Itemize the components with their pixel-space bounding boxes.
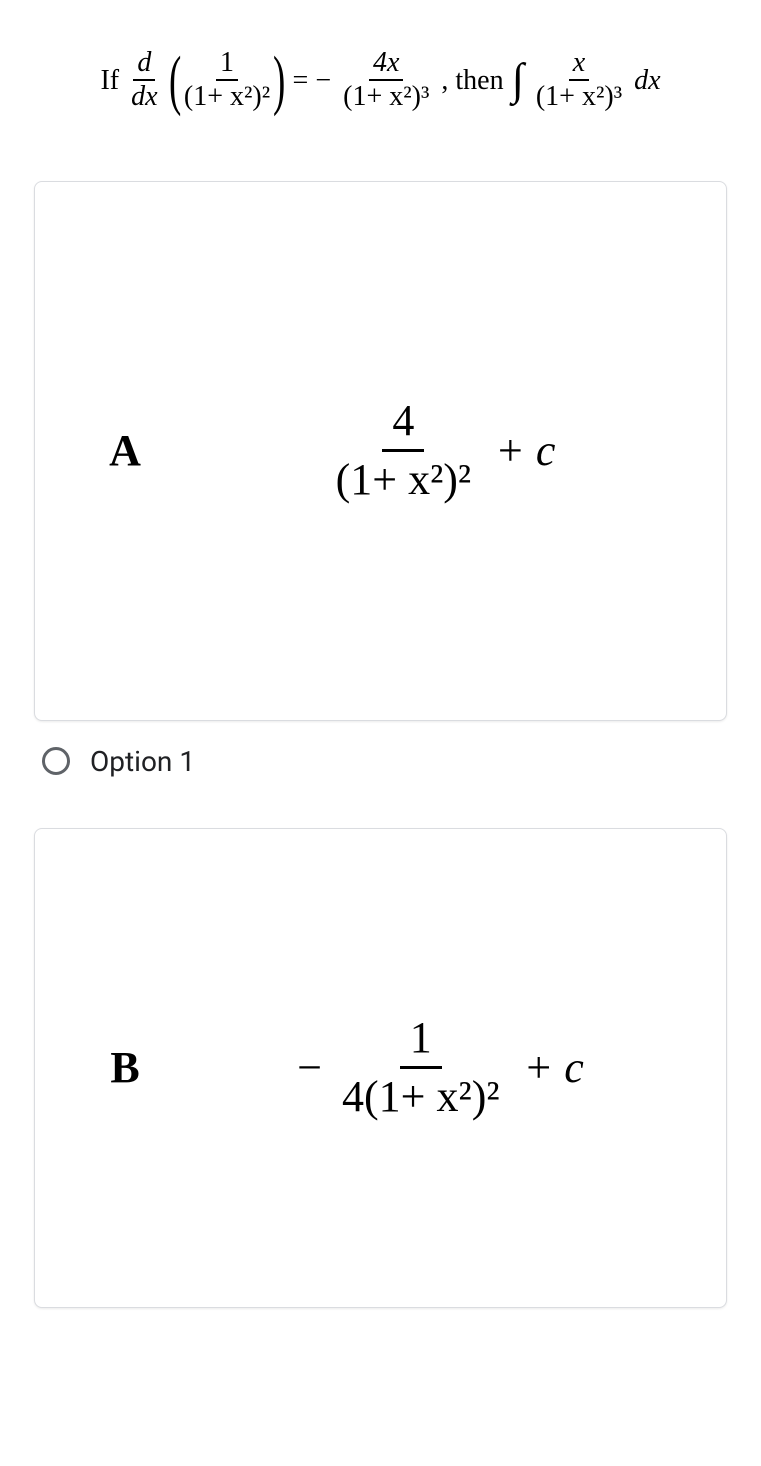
- option-b-den: 4(1+ x²)²: [332, 1069, 510, 1119]
- text-then: , then: [441, 64, 503, 98]
- derivative-operator: d dx: [127, 49, 161, 111]
- option-b-frac: 1 4(1+ x²)²: [332, 1016, 510, 1119]
- lhs-inner-frac: 1 (1+ x²)²: [180, 49, 274, 111]
- dx-sym: dx: [127, 81, 161, 111]
- equals-neg: = −: [293, 64, 332, 98]
- question-stem: If d dx ( 1 (1+ x²)² ) = − 4x (1+ x²)³ ,…: [0, 0, 761, 151]
- int-num: x: [569, 49, 589, 81]
- plus-c: + c: [495, 425, 555, 476]
- option-letter: A: [65, 425, 185, 476]
- sign: −: [297, 1042, 322, 1093]
- d-sym: d: [133, 49, 155, 81]
- option-letter: B: [65, 1042, 185, 1093]
- text-if: If: [100, 64, 119, 98]
- lhs-paren-group: ( 1 (1+ x²)² ): [170, 40, 285, 121]
- options-container: A 4 (1+ x²)² + c Option 1 B −: [0, 151, 761, 1308]
- rhs-den: (1+ x²)³: [339, 81, 433, 111]
- option-formula-a: 4 (1+ x²)² + c: [185, 399, 696, 502]
- int-den: (1+ x²)³: [532, 81, 626, 111]
- option-a-frac: 4 (1+ x²)²: [326, 399, 482, 502]
- plus-c: + c: [524, 1042, 584, 1093]
- integrand-frac: x (1+ x²)³: [532, 49, 626, 111]
- radio-label: Option 1: [90, 745, 195, 778]
- option-card-a[interactable]: A 4 (1+ x²)² + c: [34, 181, 727, 721]
- option-card-b[interactable]: B − 1 4(1+ x²)² + c: [34, 828, 727, 1308]
- lhs-den: (1+ x²)²: [180, 81, 274, 111]
- option-a-num: 4: [382, 399, 424, 452]
- integral-sign: ∫: [512, 53, 524, 107]
- lhs-num: 1: [216, 49, 238, 81]
- option-formula-b: − 1 4(1+ x²)² + c: [185, 1016, 696, 1119]
- left-paren: (: [169, 40, 181, 121]
- right-paren: ): [273, 40, 285, 121]
- option-a-den: (1+ x²)²: [326, 452, 482, 502]
- rhs-num: 4x: [369, 49, 403, 81]
- rhs-frac: 4x (1+ x²)³: [339, 49, 433, 111]
- option-1-radio-row[interactable]: Option 1: [34, 721, 727, 828]
- radio-icon[interactable]: [42, 747, 70, 775]
- option-b-num: 1: [400, 1016, 442, 1069]
- dx: dx: [634, 64, 660, 98]
